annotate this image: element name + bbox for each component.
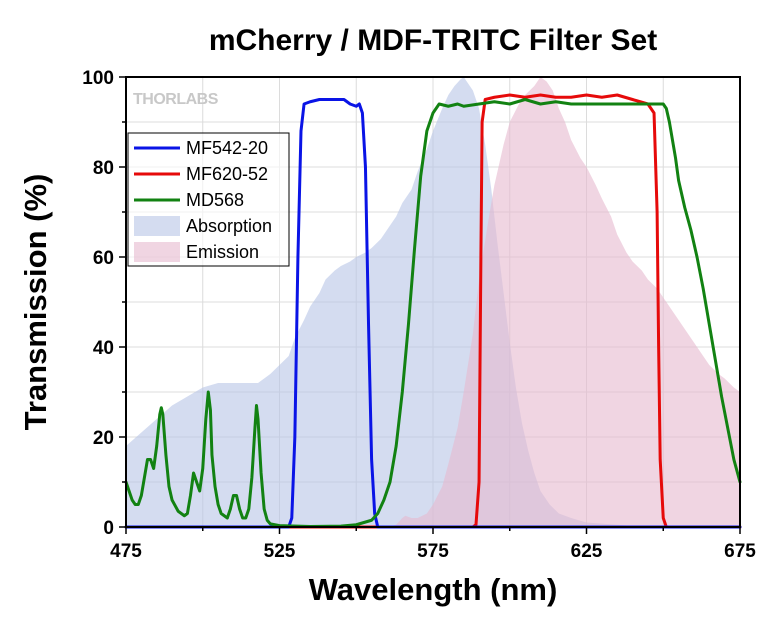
x-tick-label: 475 (110, 541, 142, 562)
legend-swatch-absorption (134, 216, 180, 236)
thorlabs-watermark: THORLABS (133, 91, 219, 108)
legend-label-absorption: Absorption (186, 216, 272, 236)
x-tick-label: 525 (264, 541, 296, 562)
legend: MF542-20 MF620-52 MD568 Absorption Emission (127, 132, 290, 267)
y-tick-label: 20 (93, 428, 114, 449)
line-md568 (124, 98, 742, 529)
legend-label-mf620-52: MF620-52 (186, 164, 268, 184)
line-mf542-20 (124, 98, 742, 529)
x-axis-title: Wavelength (nm) (309, 572, 558, 607)
y-axis-title: Transmission (%) (18, 174, 53, 431)
legend-label-emission: Emission (186, 242, 259, 262)
line-series-layer (124, 93, 742, 529)
x-axis-ticks: 475 525 575 625 675 (110, 527, 756, 562)
y-tick-label: 40 (93, 338, 114, 359)
chart-title: mCherry / MDF-TRITC Filter Set (209, 24, 657, 57)
y-tick-label: 80 (93, 158, 114, 179)
area-emission (386, 77, 740, 527)
y-tick-label: 100 (82, 68, 114, 89)
y-axis-ticks: 0 20 40 60 80 100 (82, 68, 126, 539)
line-mf620-52 (124, 93, 742, 529)
legend-label-mf542-20: MF542-20 (186, 138, 268, 158)
x-tick-label: 675 (724, 541, 756, 562)
legend-swatch-emission (134, 242, 180, 262)
x-tick-label: 625 (571, 541, 603, 562)
y-tick-label: 60 (93, 248, 114, 269)
x-tick-label: 575 (417, 541, 449, 562)
y-tick-label: 0 (103, 518, 114, 539)
legend-label-md568: MD568 (186, 190, 244, 210)
